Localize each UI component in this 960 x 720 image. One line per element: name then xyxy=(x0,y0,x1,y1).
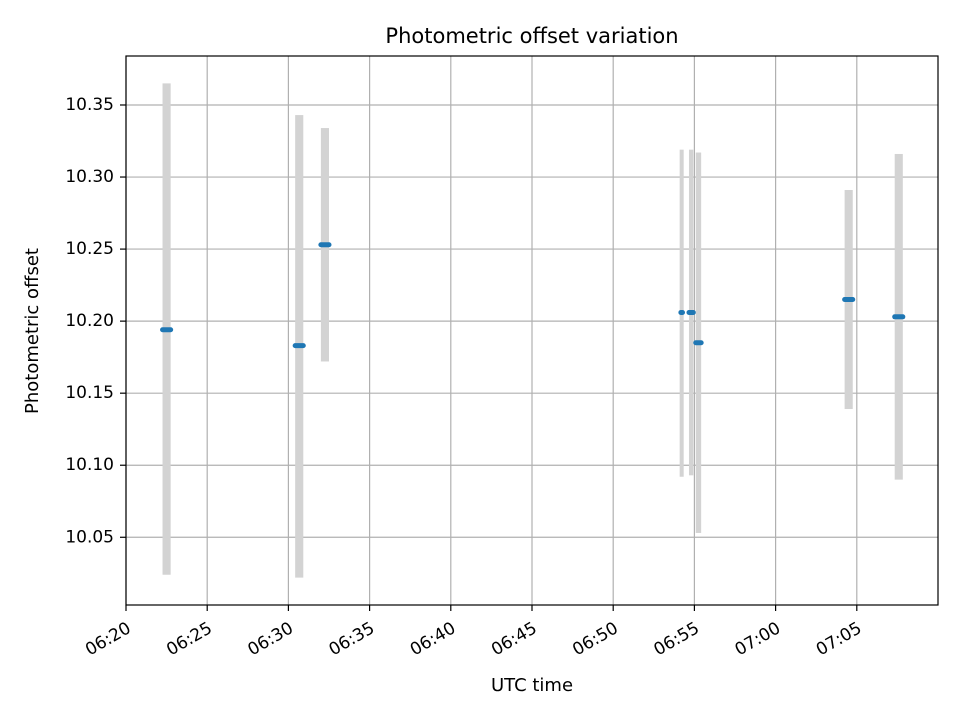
grid-lines xyxy=(125,56,938,605)
x-tick-label: 06:40 xyxy=(407,618,459,660)
x-tick-label: 06:55 xyxy=(650,618,702,660)
y-axis-label: Photometric offset xyxy=(22,248,43,414)
x-tick-label: 06:35 xyxy=(326,618,378,660)
data-points xyxy=(160,242,906,349)
x-tick-label: 06:30 xyxy=(244,618,296,660)
y-axis-ticks: 10.05 10.10 10.15 10.20 10.25 10.30 10.35 xyxy=(65,95,126,547)
y-tick-label: 10.10 xyxy=(65,455,114,475)
y-tick-label: 10.05 xyxy=(65,527,114,547)
x-tick-label: 06:20 xyxy=(82,618,134,660)
x-tick-label: 07:00 xyxy=(732,618,784,660)
y-tick-label: 10.25 xyxy=(65,239,114,259)
y-tick-label: 10.30 xyxy=(65,167,114,187)
x-axis-ticks: 06:20 06:25 06:30 06:35 06:40 06:45 06:50 06:55… xyxy=(82,605,865,660)
x-tick-label: 07:05 xyxy=(813,618,865,660)
chart-title: Photometric offset variation xyxy=(385,24,678,48)
x-tick-label: 06:45 xyxy=(488,618,540,660)
y-tick-label: 10.15 xyxy=(65,383,114,403)
y-tick-label: 10.35 xyxy=(65,95,114,115)
x-axis-label: UTC time xyxy=(491,675,573,696)
x-tick-label: 06:50 xyxy=(569,618,621,660)
y-tick-label: 10.20 xyxy=(65,311,114,331)
x-tick-label: 06:25 xyxy=(163,618,215,660)
